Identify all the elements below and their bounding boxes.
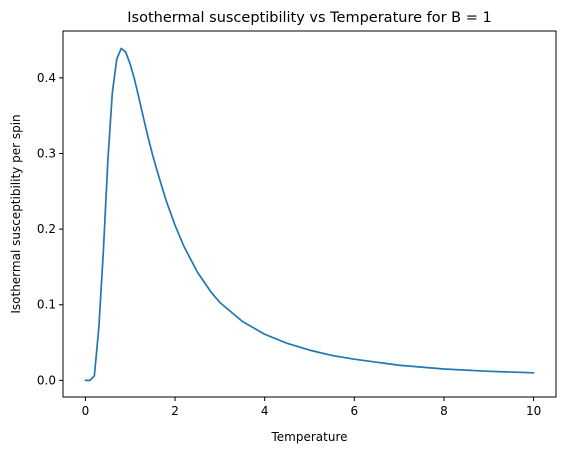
chart-title: Isothermal susceptibility vs Temperature… bbox=[127, 10, 491, 26]
x-tick-label: 2 bbox=[171, 404, 179, 418]
x-tick-label: 6 bbox=[350, 404, 358, 418]
series-line-0 bbox=[84, 47, 535, 382]
plot-area bbox=[84, 47, 535, 382]
x-tick-label: 10 bbox=[526, 404, 541, 418]
x-tick-label: 8 bbox=[440, 404, 448, 418]
y-axis-label: Isothermal susceptibility per spin bbox=[9, 114, 23, 313]
y-tick-label: 0.0 bbox=[37, 373, 56, 387]
y-tick-label: 0.4 bbox=[37, 71, 56, 85]
x-axis: 0 2 4 6 8 10 bbox=[82, 397, 541, 418]
y-axis: 0.0 0.1 0.2 0.3 0.4 bbox=[37, 71, 63, 387]
y-tick-label: 0.3 bbox=[37, 147, 56, 161]
y-tick-label: 0.2 bbox=[37, 222, 56, 236]
x-tick-label: 4 bbox=[261, 404, 269, 418]
axes-frame bbox=[62, 30, 557, 398]
x-tick-label: 0 bbox=[82, 404, 90, 418]
x-axis-label: Temperature bbox=[270, 430, 347, 444]
y-tick-label: 0.1 bbox=[37, 298, 56, 312]
